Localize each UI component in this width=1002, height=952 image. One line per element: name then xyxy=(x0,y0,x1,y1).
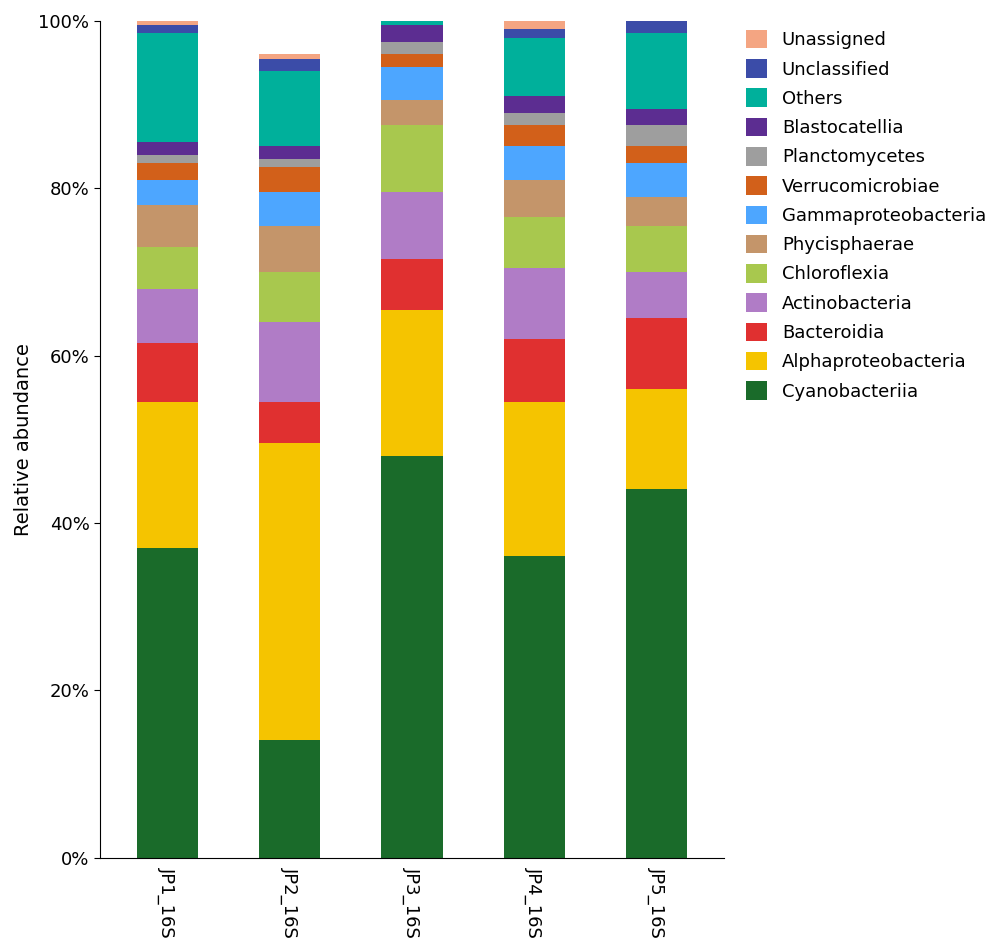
Bar xyxy=(503,339,564,402)
Bar xyxy=(503,96,564,113)
Bar xyxy=(136,402,197,548)
Bar xyxy=(136,205,197,247)
Bar xyxy=(136,142,197,155)
Bar xyxy=(259,226,320,272)
Bar xyxy=(136,25,197,33)
Bar xyxy=(259,192,320,226)
Bar xyxy=(136,247,197,288)
Bar xyxy=(625,147,686,163)
Bar xyxy=(381,126,442,192)
Bar xyxy=(381,100,442,126)
Bar xyxy=(381,259,442,309)
Bar xyxy=(259,444,320,741)
Bar xyxy=(259,147,320,159)
Bar xyxy=(625,196,686,226)
Bar xyxy=(503,30,564,38)
Bar xyxy=(259,272,320,322)
Bar xyxy=(625,226,686,272)
Bar xyxy=(503,217,564,268)
Bar xyxy=(381,456,442,858)
Bar xyxy=(381,192,442,259)
Bar xyxy=(625,21,686,33)
Bar xyxy=(503,113,564,126)
Bar xyxy=(381,67,442,100)
Bar xyxy=(136,163,197,180)
Bar xyxy=(625,272,686,318)
Legend: Unassigned, Unclassified, Others, Blastocatellia, Planctomycetes, Verrucomicrobi: Unassigned, Unclassified, Others, Blasto… xyxy=(744,30,985,401)
Y-axis label: Relative abundance: Relative abundance xyxy=(14,343,33,536)
Bar xyxy=(625,109,686,126)
Bar xyxy=(381,309,442,456)
Bar xyxy=(503,21,564,30)
Bar xyxy=(136,548,197,858)
Bar xyxy=(136,155,197,163)
Bar xyxy=(503,126,564,147)
Bar xyxy=(381,54,442,67)
Bar xyxy=(381,0,442,25)
Bar xyxy=(503,147,564,180)
Bar xyxy=(625,126,686,147)
Bar xyxy=(625,33,686,109)
Bar xyxy=(625,17,686,21)
Bar xyxy=(259,402,320,444)
Bar xyxy=(136,343,197,402)
Bar xyxy=(259,322,320,402)
Bar xyxy=(625,389,686,489)
Bar xyxy=(136,288,197,343)
Bar xyxy=(503,268,564,339)
Bar xyxy=(259,58,320,71)
Bar xyxy=(503,556,564,858)
Bar xyxy=(625,489,686,858)
Bar xyxy=(136,180,197,205)
Bar xyxy=(503,180,564,217)
Bar xyxy=(259,159,320,168)
Bar xyxy=(259,71,320,147)
Bar xyxy=(259,54,320,58)
Bar xyxy=(625,163,686,196)
Bar xyxy=(503,402,564,556)
Bar xyxy=(381,42,442,54)
Bar xyxy=(136,21,197,25)
Bar xyxy=(625,318,686,389)
Bar xyxy=(259,168,320,192)
Bar xyxy=(503,38,564,96)
Bar xyxy=(259,741,320,858)
Bar xyxy=(136,33,197,142)
Bar xyxy=(381,25,442,42)
